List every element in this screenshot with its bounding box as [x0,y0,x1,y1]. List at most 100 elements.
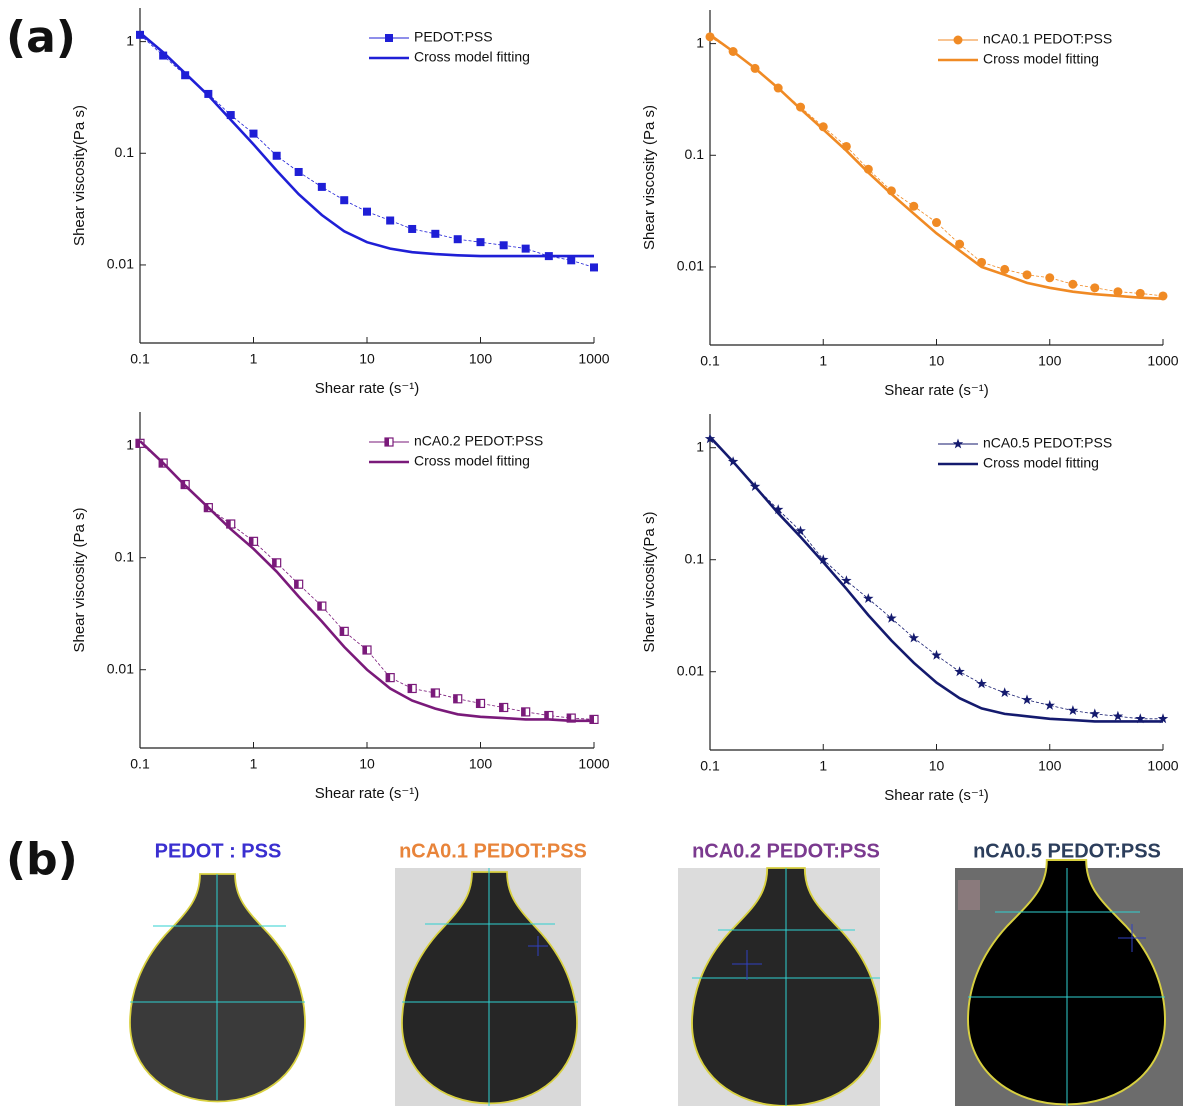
marker [385,34,393,42]
droplet-caption: nCA0.1 PEDOT:PSS [399,840,587,862]
marker [1135,713,1146,724]
legend-label: Cross model fitting [414,453,530,469]
marker [773,504,784,515]
marker-part [499,703,504,712]
marker [1000,264,1010,274]
panel-label: (a) [6,12,76,63]
legend-label: Cross model fitting [414,49,530,65]
marker [385,673,395,683]
y-tick-label: 1 [126,32,134,48]
y-axis-title: Shear viscosity (Pa s) [71,507,88,652]
marker [953,35,963,45]
marker-part [226,520,231,528]
x-axis-title: Shear rate (s⁻¹) [315,785,420,802]
droplet-image [678,867,881,1106]
marker [499,702,509,713]
y-tick-label: 0.01 [677,258,704,274]
marker [952,438,964,449]
marker-part [249,537,254,546]
marker [1113,287,1123,297]
marker [317,601,327,611]
x-tick-label: 10 [929,353,945,369]
marker [248,536,259,546]
marker-part [294,580,299,589]
marker-part [340,627,345,636]
y-axis-title: Shear viscosity(Pa s) [71,105,88,246]
y-tick-label: 0.1 [115,548,135,564]
x-axis-title: Shear rate (s⁻¹) [884,382,989,399]
marker [453,694,463,704]
marker [976,678,987,689]
x-tick-label: 1 [819,353,827,369]
marker-part [567,714,572,723]
x-tick-label: 10 [359,351,375,367]
x-tick-label: 1 [250,351,258,367]
data-line [139,442,595,720]
marker [567,256,576,265]
marker [841,575,852,586]
marker [384,437,394,447]
marker-part [317,602,322,611]
fit-line [139,31,594,258]
x-tick-label: 100 [469,756,493,772]
marker [590,263,598,272]
marker [818,554,829,565]
droplet-caption: nCA0.5 PEDOT:PSS [973,840,1161,862]
data-line [709,36,1164,297]
marker [317,182,326,191]
droplet-image [955,859,1183,1106]
legend-label: nCA0.2 PEDOT:PSS [414,433,543,449]
marker [362,645,372,655]
x-tick-label: 1000 [578,351,609,367]
marker [1067,705,1079,715]
marker-part [431,688,436,697]
y-axis-title: Shear viscosity (Pa s) [641,105,658,250]
marker [521,244,530,253]
x-tick-label: 100 [469,351,493,367]
marker [476,238,485,247]
marker [954,666,965,677]
marker [1112,710,1124,721]
fit-line [709,33,1164,300]
marker-part [408,684,413,693]
fit-line [139,440,594,723]
marker [1157,713,1169,724]
x-tick-label: 1 [819,758,827,774]
x-tick-label: 100 [1038,353,1062,369]
legend-label: nCA0.5 PEDOT:PSS [983,435,1112,451]
marker [908,632,919,643]
marker [589,714,599,725]
marker [340,196,349,205]
marker [272,558,282,568]
marker [431,229,440,238]
marker [430,688,440,698]
marker [1022,270,1032,280]
y-tick-label: 1 [696,34,704,50]
marker [159,51,168,60]
marker [1135,288,1145,298]
y-tick-label: 0.1 [685,146,705,162]
marker [1045,273,1055,283]
marker [272,151,281,160]
marker [226,111,235,120]
marker [339,626,349,636]
marker [386,216,395,225]
x-tick-label: 1000 [1147,353,1178,369]
marker [249,129,258,138]
marker-part [386,673,391,682]
x-tick-label: 1000 [1147,758,1178,774]
marker [999,687,1010,698]
marker-part [453,694,458,703]
y-tick-label: 0.01 [107,660,134,676]
data-line [709,438,1163,720]
marker [408,224,417,233]
marker [863,593,874,603]
marker [407,683,417,694]
droplet-image [395,868,581,1106]
marker-part [272,558,277,567]
marker [932,218,941,228]
x-tick-label: 1 [250,756,258,772]
x-tick-label: 0.1 [700,758,720,774]
x-axis-title: Shear rate (s⁻¹) [315,380,420,397]
